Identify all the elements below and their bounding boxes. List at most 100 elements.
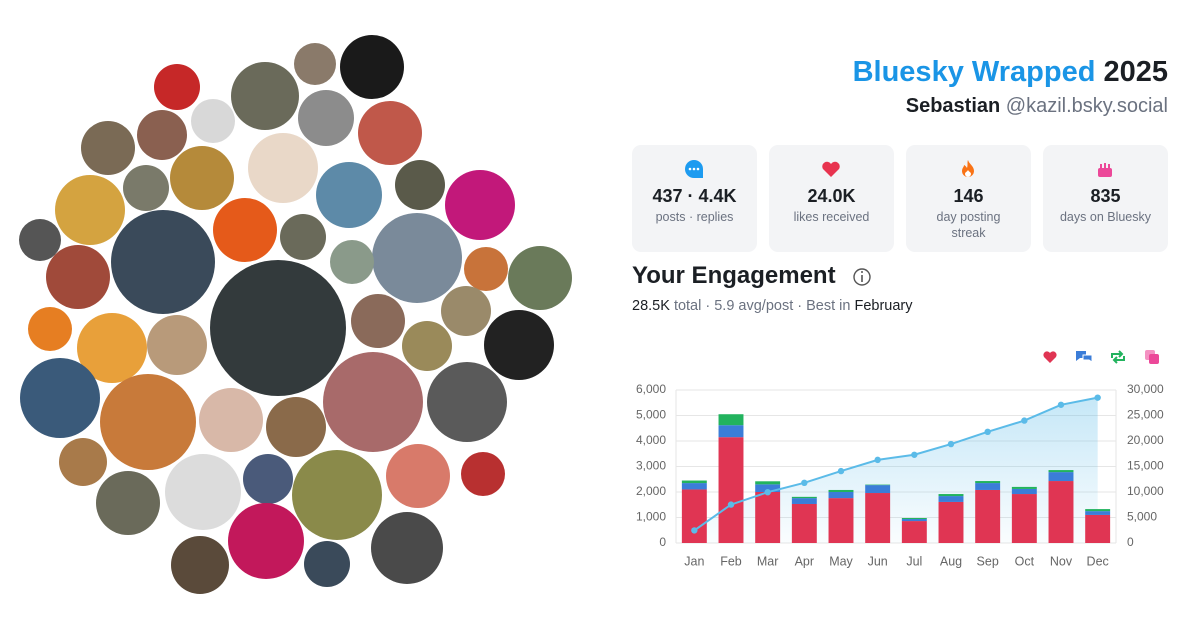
avatar xyxy=(304,541,350,587)
avatar xyxy=(298,90,354,146)
total: 28.5K xyxy=(632,298,670,314)
line-point xyxy=(947,440,955,448)
avatar xyxy=(340,35,404,99)
icon xyxy=(821,159,841,184)
legend-icon xyxy=(1145,350,1159,364)
avatar xyxy=(484,310,554,380)
legend-icon xyxy=(1076,351,1093,363)
avatar xyxy=(292,450,382,540)
bar-segment xyxy=(718,437,744,543)
title-brand: Bluesky Wrapped xyxy=(852,56,1096,88)
icon xyxy=(958,159,978,184)
line-point xyxy=(1094,394,1101,401)
avatar xyxy=(111,210,215,314)
avatar xyxy=(372,213,462,303)
summary: total · 5.9 avg/post · Best in xyxy=(673,298,851,314)
avatar xyxy=(165,454,241,530)
avatar xyxy=(445,170,515,240)
avatar xyxy=(210,260,346,396)
bar-segment xyxy=(938,501,964,543)
avatar xyxy=(280,214,326,260)
avatar xyxy=(386,444,450,508)
legend-icon xyxy=(1111,350,1125,364)
avatar xyxy=(55,175,125,245)
bar-segment xyxy=(791,496,817,499)
avatar-cloud xyxy=(19,35,572,594)
avatar xyxy=(81,121,135,175)
y-tick-label: 6,000 xyxy=(636,382,666,396)
bar-segment xyxy=(1085,514,1111,543)
best-month: February xyxy=(854,298,913,314)
y2-tick-label: 20,000 xyxy=(1127,433,1164,447)
y2-tick-label: 30,000 xyxy=(1127,382,1164,396)
avatar xyxy=(323,352,423,452)
bar-segment xyxy=(1085,509,1111,512)
bar-segment xyxy=(1048,481,1074,543)
stat-label: posts · replies xyxy=(655,210,734,224)
y-tick-label: 5,000 xyxy=(636,408,666,422)
bar-segment xyxy=(718,425,744,438)
bar-segment xyxy=(975,489,1001,543)
y2-tick-label: 15,000 xyxy=(1127,459,1164,473)
title-year: 2025 xyxy=(1103,56,1168,88)
avatar xyxy=(137,110,187,160)
bar-segment xyxy=(901,518,927,520)
stat-card: 835 days on Bluesky xyxy=(1043,145,1168,252)
avatar xyxy=(358,101,422,165)
bar-segment xyxy=(791,503,817,543)
stat-value: 437 · 4.4K xyxy=(652,186,737,206)
avatar xyxy=(427,362,507,442)
avatar xyxy=(395,160,445,210)
stat-label: likes received xyxy=(793,210,870,224)
stat-icon xyxy=(685,160,703,178)
avatar xyxy=(213,198,277,262)
avatar xyxy=(100,374,196,470)
avatar xyxy=(316,162,382,228)
bar-segment xyxy=(865,493,891,543)
bar-segment xyxy=(828,492,854,499)
avatar xyxy=(371,512,443,584)
x-tick-label: Oct xyxy=(1015,554,1035,568)
line-area xyxy=(694,397,1098,543)
line-point xyxy=(1021,417,1028,424)
avatar xyxy=(461,452,505,496)
stat-icon xyxy=(1098,163,1112,177)
bar-segment xyxy=(1048,472,1074,482)
legend-icon xyxy=(1043,351,1057,363)
stat-card: 24.0K likes received xyxy=(769,145,894,252)
y2-tick-label: 0 xyxy=(1127,535,1134,549)
bar-segment xyxy=(681,483,707,490)
avatar xyxy=(59,438,107,486)
bar-segment xyxy=(828,498,854,543)
bar-segment xyxy=(1085,511,1111,515)
user: Sebastian @kazil.bsky.social xyxy=(906,95,1168,118)
avatar xyxy=(77,313,147,383)
avatar xyxy=(46,245,110,309)
title: Bluesky Wrapped 2025 xyxy=(853,56,1168,89)
icon xyxy=(684,159,704,184)
bar-segment xyxy=(1011,486,1037,489)
line xyxy=(693,396,1098,532)
line-point xyxy=(691,527,698,534)
user-handle: @kazil.bsky.social xyxy=(1005,95,1168,117)
avatar xyxy=(123,165,169,211)
avatar xyxy=(228,503,304,579)
avatar xyxy=(330,240,374,284)
stat-value: 835 xyxy=(1090,186,1121,206)
avatar xyxy=(28,307,72,351)
bar-segment xyxy=(755,484,781,492)
x-tick-label: Jun xyxy=(868,554,888,568)
stat-icon xyxy=(822,161,840,177)
y-tick-label: 3,000 xyxy=(636,459,666,473)
avatar xyxy=(19,219,61,261)
engagement-chart: 0 1,000 2,000 3,000 4,000 5,000 6,000 0 5,000 10,… xyxy=(636,350,1164,568)
y-tick-label: 1,000 xyxy=(636,510,666,524)
line-point xyxy=(801,479,808,487)
y2-tick-label: 25,000 xyxy=(1127,408,1164,422)
y2-tick-label: 5,000 xyxy=(1127,510,1157,524)
icon xyxy=(1095,159,1115,184)
bar-segment xyxy=(755,492,781,543)
bar-segment xyxy=(828,489,854,492)
